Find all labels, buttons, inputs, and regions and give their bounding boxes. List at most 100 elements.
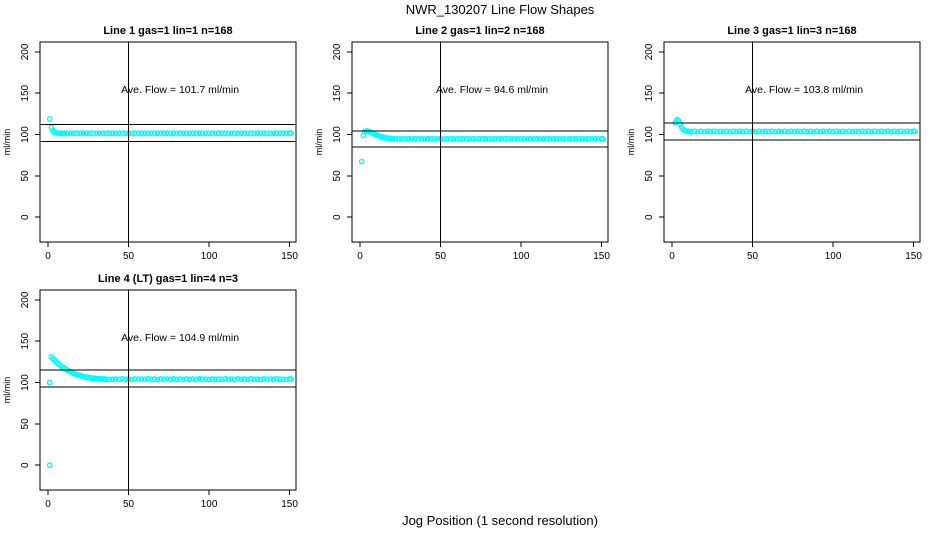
data-point [280, 376, 286, 383]
data-point [46, 116, 53, 122]
data-point [444, 135, 450, 142]
plot-svg: 0 50 100 150 0 50 100 150 200 ml/min Ave. Flow = 9… [314, 41, 610, 262]
data-point [817, 128, 824, 135]
panel-line-4: 0 50 100 150 0 50 100 150 200 ml/min Ave. Flow = 1… [0, 268, 312, 514]
data-point [859, 128, 865, 135]
x-tick-label: 150 [281, 499, 298, 510]
x-tick-label: 0 [669, 251, 675, 262]
data-point [228, 130, 235, 137]
y-tick-label: 200 [332, 43, 343, 60]
data-point [752, 128, 759, 135]
data-point [109, 376, 116, 383]
data-point [90, 130, 97, 137]
data-point [785, 128, 791, 135]
data-point [276, 376, 283, 383]
data-point [476, 135, 483, 142]
data-point [267, 376, 274, 382]
panel-line-2: 0 50 100 150 0 50 100 150 200 ml/min Ave. Flow = 9… [312, 20, 624, 266]
data-point [395, 136, 402, 142]
x-tick-label: 50 [123, 499, 135, 510]
data-point [128, 376, 135, 383]
x-tick-label: 100 [513, 251, 530, 262]
panel-line-1: 0 50 100 150 0 50 100 150 200 ml/min Ave. Flow = 1… [0, 20, 312, 266]
y-tick-label: 200 [20, 291, 31, 308]
data-point [399, 135, 405, 142]
data-point [762, 128, 769, 135]
data-point [196, 130, 203, 137]
data-point [540, 135, 547, 142]
data-point [77, 130, 84, 137]
data-point [875, 128, 882, 135]
data-point [534, 135, 541, 142]
plot-area-line-3: 0 50 100 150 0 50 100 150 200 ml/min Ave. Flow = 1… [624, 20, 936, 266]
data-point [547, 135, 553, 142]
plot-area-line-4: 0 50 100 150 0 50 100 150 200 ml/min Ave. Flow = 1… [0, 268, 312, 514]
data-point [502, 135, 508, 142]
data-point [151, 376, 158, 383]
data-point [247, 375, 254, 382]
data-point [833, 128, 840, 135]
data-point [112, 130, 119, 137]
ave-flow-annotation: Ave. Flow = 101.7 ml/min [121, 84, 239, 96]
data-point [119, 130, 126, 137]
data-point [235, 376, 241, 382]
data-point [888, 128, 894, 135]
data-point [527, 135, 534, 142]
data-point [135, 376, 142, 383]
data-point [190, 376, 196, 382]
panel-title-line-2: Line 2 gas=1 lin=2 n=168 [415, 25, 545, 37]
data-point [489, 135, 496, 142]
data-point [566, 135, 573, 142]
data-point [254, 130, 261, 137]
data-point [144, 130, 151, 137]
plot-box [351, 41, 609, 243]
data-point [415, 136, 421, 142]
data-point [119, 375, 126, 382]
data-point [473, 136, 479, 142]
x-tick-label: 0 [45, 499, 51, 510]
data-point [260, 376, 267, 382]
data-point [225, 130, 232, 137]
ave-flow-annotation: Ave. Flow = 94.6 ml/min [436, 84, 548, 96]
data-point [543, 136, 550, 142]
data-point [193, 376, 200, 383]
data-point [218, 130, 225, 137]
data-point [173, 130, 180, 137]
data-point [826, 128, 833, 135]
data-point [70, 130, 77, 137]
data-point [235, 130, 241, 137]
data-point [103, 130, 109, 137]
data-point [157, 130, 164, 137]
data-point [241, 376, 248, 382]
data-point [225, 376, 232, 383]
data-point [424, 135, 431, 142]
data-point [132, 376, 138, 382]
data-point [759, 128, 766, 135]
data-point [177, 376, 184, 383]
data-point [411, 135, 418, 142]
panel-title-line-1: Line 1 gas=1 lin=1 n=168 [103, 25, 233, 37]
data-point [74, 130, 80, 137]
data-point [138, 130, 145, 137]
data-point [402, 136, 409, 142]
data-point [154, 130, 161, 137]
data-point [389, 135, 396, 142]
data-point [733, 128, 740, 135]
data-point [698, 128, 704, 135]
data-point [141, 130, 148, 137]
data-point [190, 130, 196, 137]
data-point [701, 128, 708, 135]
data-point [202, 376, 209, 383]
data-point [479, 136, 486, 142]
data-point [421, 136, 428, 142]
data-point [257, 376, 264, 383]
data-point [135, 130, 142, 137]
data-point [768, 128, 775, 135]
plot-svg: 0 50 100 150 0 50 100 150 200 ml/min Ave. Flow = 1… [2, 41, 298, 262]
data-point [585, 135, 592, 142]
y-axis-label: ml/min [314, 129, 324, 156]
y-tick-label: 200 [20, 43, 31, 60]
data-point [206, 376, 213, 383]
data-point [836, 128, 843, 135]
